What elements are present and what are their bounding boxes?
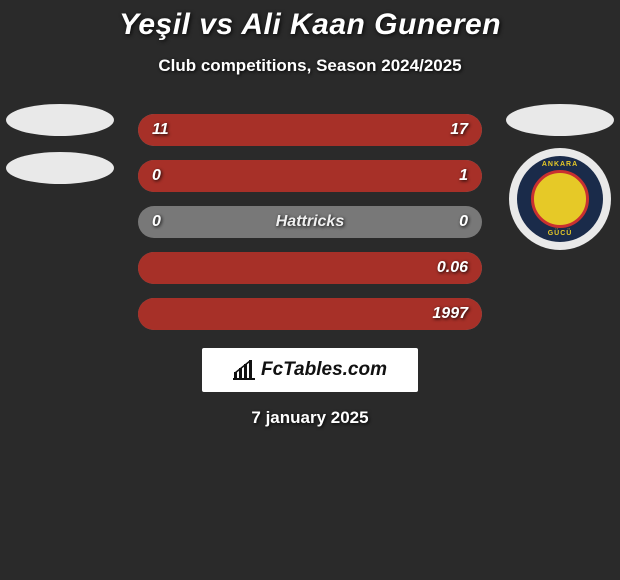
stat-label: Hattricks [276,213,344,231]
stat-left-value: 0 [152,213,161,231]
stat-row: 01Goals [138,160,482,192]
player-left-photo-placeholder [6,104,114,136]
comparison-card: Yeşil vs Ali Kaan Guneren Club competiti… [0,0,620,428]
club-badge-top-text: ANKARA [517,161,603,168]
stat-right-value: 1997 [432,305,468,323]
player-left-club-placeholder [6,152,114,184]
source-logo: FcTables.com [202,348,418,392]
stat-row: 1997Min per goal [138,298,482,330]
bar-right-fill [138,160,482,192]
club-badge-inner: ANKARA GÜCÜ [517,156,603,242]
stat-row: 0.06Goals per match [138,252,482,284]
stat-right-value: 0.06 [437,259,468,277]
source-logo-text: FcTables.com [261,359,387,381]
stat-rows: 1117Matches01Goals00Hattricks0.06Goals p… [138,114,482,330]
player-right-club-badge: ANKARA GÜCÜ [509,148,611,250]
stat-left-value: 11 [152,121,169,139]
player-right-column: ANKARA GÜCÜ [506,104,614,250]
club-badge-bottom-text: GÜCÜ [517,230,603,237]
stat-right-value: 17 [450,121,468,139]
stat-right-value: 0 [459,213,468,231]
stats-area: ANKARA GÜCÜ 1117Matches01Goals00Hattrick… [0,114,620,330]
page-title: Yeşil vs Ali Kaan Guneren [0,8,620,42]
subtitle: Club competitions, Season 2024/2025 [0,56,620,76]
stat-right-value: 1 [459,167,468,185]
stat-row: 1117Matches [138,114,482,146]
stat-left-value: 0 [152,167,161,185]
stat-row: 0 0 Hattricks [138,206,482,238]
club-badge-core [531,170,589,228]
bar-chart-icon [233,360,255,380]
player-right-photo-placeholder [506,104,614,136]
bar-right-fill [138,252,482,284]
player-left-column [6,104,114,184]
bar-right-fill [138,298,482,330]
date-text: 7 january 2025 [0,408,620,428]
